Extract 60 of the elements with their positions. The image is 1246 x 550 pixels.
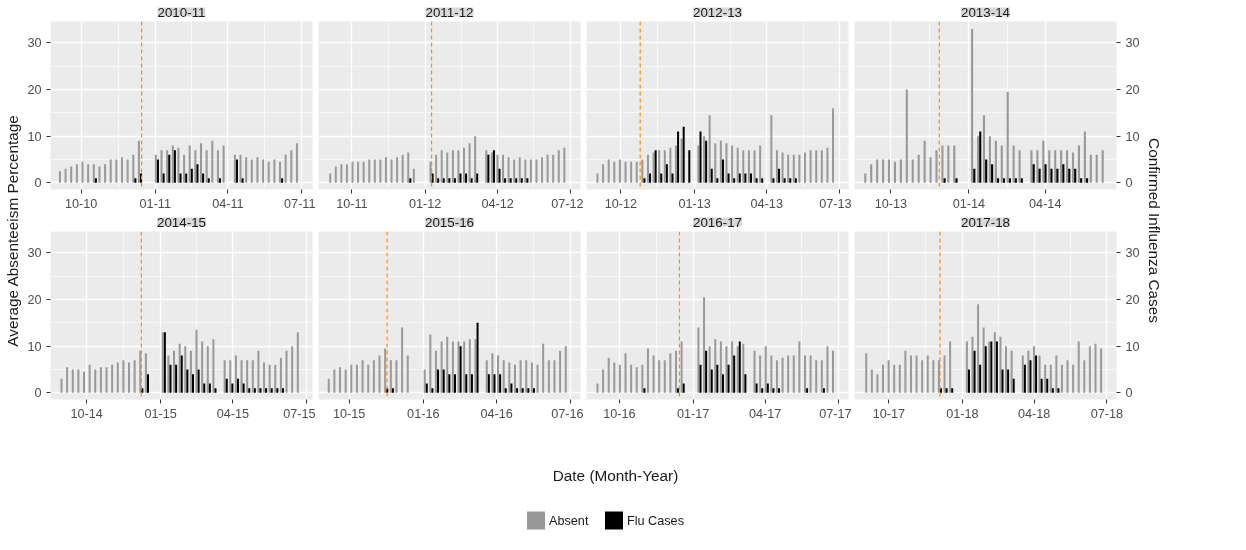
x-tick-label: 01-11 (139, 196, 172, 211)
x-tick-label: 01-15 (144, 406, 177, 421)
x-tick-label: 04-17 (748, 406, 782, 421)
x-tick-label: 01-14 (952, 196, 986, 211)
x-tick-label: 01-16 (407, 406, 440, 421)
x-tick-label: 07-12 (551, 196, 584, 211)
x-tick-label: 07-15 (283, 406, 316, 421)
x-tick-label: 01-18 (946, 406, 979, 421)
y-tick-label: 0 (34, 176, 42, 191)
y-tick-label: 30 (27, 246, 42, 261)
x-tick-label: 07-11 (284, 196, 316, 211)
y2-tick-label: 10 (1125, 339, 1140, 354)
y2-tick-label: 20 (1125, 83, 1140, 98)
y2-axis-title: Confirmed Influenza Cases (1146, 138, 1163, 324)
chart-title: 2014-15 (157, 214, 206, 230)
x-tick-label: 10-16 (603, 406, 636, 421)
y-tick-label: 20 (27, 83, 42, 98)
y2-tick-label: 10 (1125, 129, 1140, 144)
y-tick-label: 0 (34, 386, 42, 401)
x-tick-label: 10-15 (332, 406, 366, 421)
x-tick-label: 10-12 (604, 196, 638, 211)
x-tick-label: 04-15 (216, 406, 250, 421)
chart-title: 2017-18 (961, 214, 1010, 230)
y-tick-label: 30 (27, 36, 42, 51)
x-tick-label: 07-17 (819, 406, 852, 421)
y-axis-title: Average Absenteeism Percentage (4, 115, 21, 347)
x-tick-label: 10-10 (64, 196, 98, 211)
chart-title: 2015-16 (425, 214, 474, 230)
y-tick-label: 10 (27, 339, 42, 354)
x-tick-label: 04-18 (1018, 406, 1051, 421)
x-tick-label: 07-18 (1090, 406, 1124, 421)
x-tick-label: 04-16 (480, 406, 513, 421)
chart-title: 2013-14 (961, 4, 1011, 20)
y-tick-label: 20 (27, 293, 42, 308)
x-tick-label: 01-12 (409, 196, 442, 211)
x-tick-label: 10-17 (872, 406, 906, 421)
y2-tick-label: 0 (1125, 176, 1133, 191)
chart-title: 2012-13 (693, 4, 742, 20)
x-tick-label: 07-16 (551, 406, 584, 421)
chart-title: 2010-11 (157, 4, 206, 20)
y2-tick-label: 20 (1125, 293, 1140, 308)
x-tick-label: 10-14 (70, 406, 103, 421)
y2-tick-label: 30 (1125, 36, 1140, 51)
x-tick-label: 01-17 (676, 406, 710, 421)
y2-tick-label: 0 (1125, 386, 1133, 401)
x-tick-label: 01-13 (678, 196, 711, 211)
x-axis-title: Date (Month-Year) (552, 467, 679, 484)
x-tick-label: 04-11 (212, 196, 244, 211)
x-tick-label: 07-13 (819, 196, 852, 211)
x-tick-label: 04-14 (1029, 196, 1062, 211)
x-tick-label: 04-13 (750, 196, 783, 211)
x-tick-label: 10-13 (874, 196, 908, 211)
legend-label: Flu Cases (627, 513, 684, 528)
x-tick-label: 10-11 (336, 196, 368, 211)
legend-label: Absent (549, 513, 589, 528)
x-tick-label: 04-12 (481, 196, 514, 211)
chart-title: 2011-12 (425, 4, 474, 20)
y-tick-label: 10 (27, 129, 42, 144)
y2-tick-label: 30 (1125, 246, 1140, 261)
chart-title: 2016-17 (693, 214, 742, 230)
